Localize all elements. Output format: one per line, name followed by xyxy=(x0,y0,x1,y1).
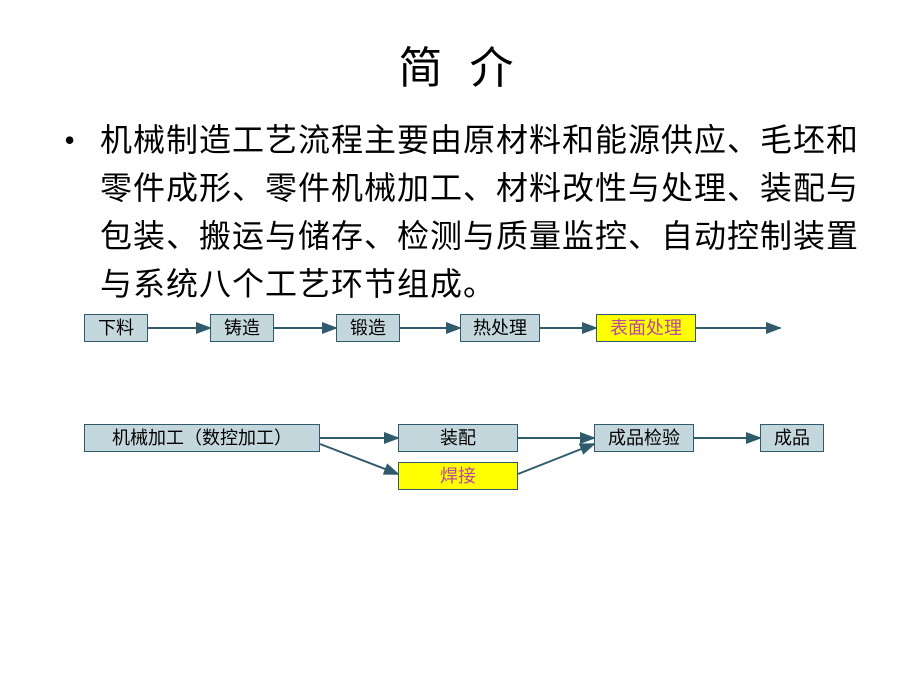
flow-node-n1: 下料 xyxy=(84,314,148,342)
body-text-block: • 机械制造工艺流程主要由原材料和能源供应、毛坯和零件成形、零件机械加工、材料改… xyxy=(0,96,920,308)
flow-node-n6: 机械加工（数控加工） xyxy=(84,424,320,452)
flow-node-n3: 锻造 xyxy=(336,314,400,342)
flow-node-n10: 成品 xyxy=(760,424,824,452)
bullet-icon: • xyxy=(60,116,100,308)
flow-node-n5: 表面处理 xyxy=(596,314,696,342)
flow-node-n2: 铸造 xyxy=(210,314,274,342)
flowchart: 下料 铸造 锻造 热处理 表面处理机械加工（数控加工） 装配焊接 成品检验 成品 xyxy=(60,314,880,534)
flow-node-n9: 成品检验 xyxy=(594,424,694,452)
flow-node-n7: 装配 xyxy=(398,424,518,452)
flow-node-n4: 热处理 xyxy=(460,314,540,342)
flow-edge xyxy=(320,444,398,474)
flow-edge xyxy=(518,444,594,474)
flow-node-n8: 焊接 xyxy=(398,462,518,490)
page-title: 简 介 xyxy=(0,0,920,96)
intro-paragraph: 机械制造工艺流程主要由原材料和能源供应、毛坯和零件成形、零件机械加工、材料改性与… xyxy=(100,116,860,308)
